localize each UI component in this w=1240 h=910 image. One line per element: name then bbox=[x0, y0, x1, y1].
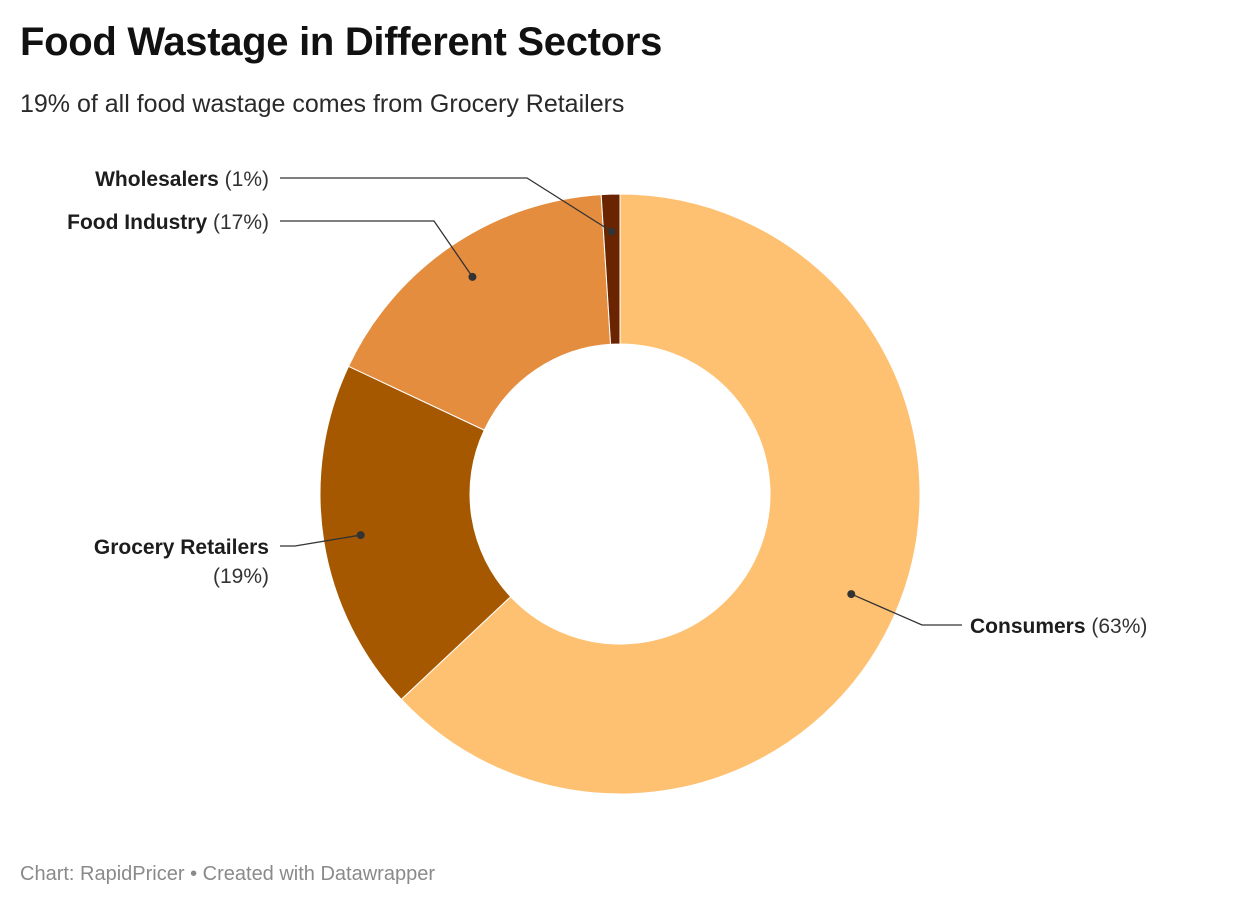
slice-label-name: Grocery Retailers bbox=[94, 536, 269, 559]
source-link[interactable]: RapidPricer bbox=[80, 863, 185, 885]
leader-dot-grocery-retailers bbox=[356, 531, 365, 540]
slice-label-wholesalers: Wholesalers (1%) bbox=[95, 168, 269, 191]
slice-label-value: (17%) bbox=[207, 211, 269, 234]
slice-grocery-retailers[interactable] bbox=[319, 365, 512, 701]
chart-title: Food Wastage in Different Sectors bbox=[20, 20, 663, 64]
leader-line-food-industry bbox=[280, 220, 473, 278]
credit-link[interactable]: Created with Datawrapper bbox=[202, 863, 435, 885]
chart-subtitle: 19% of all food wastage comes from Groce… bbox=[20, 90, 625, 118]
leader-line-wholesalers bbox=[280, 177, 613, 233]
slice-label-value: (63%) bbox=[1086, 615, 1148, 638]
slice-consumers[interactable] bbox=[400, 193, 921, 795]
slice-label-name: Wholesalers bbox=[95, 168, 219, 191]
slice-label-value: (1%) bbox=[219, 168, 269, 191]
source-label: Chart: bbox=[20, 863, 75, 885]
leader-line-consumers bbox=[851, 593, 962, 626]
slice-food-industry[interactable] bbox=[347, 194, 612, 431]
chart-footer: Chart: RapidPricer • Created with Datawr… bbox=[20, 863, 435, 886]
leader-dot-consumers bbox=[847, 590, 856, 599]
slice-label-name: Food Industry bbox=[67, 211, 207, 234]
leader-dot-wholesalers bbox=[607, 227, 616, 236]
slice-label-food-industry: Food Industry (17%) bbox=[67, 211, 269, 234]
slice-label-value: (19%) bbox=[213, 565, 269, 588]
slice-label-name: Consumers bbox=[970, 615, 1086, 638]
leader-line-grocery-retailers bbox=[280, 534, 361, 547]
leader-dot-food-industry bbox=[468, 272, 477, 281]
footer-separator: • bbox=[190, 863, 198, 885]
slice-label-grocery-retailers: Grocery Retailers (19%) bbox=[94, 536, 269, 588]
slice-label-consumers: Consumers (63%) bbox=[970, 615, 1147, 638]
